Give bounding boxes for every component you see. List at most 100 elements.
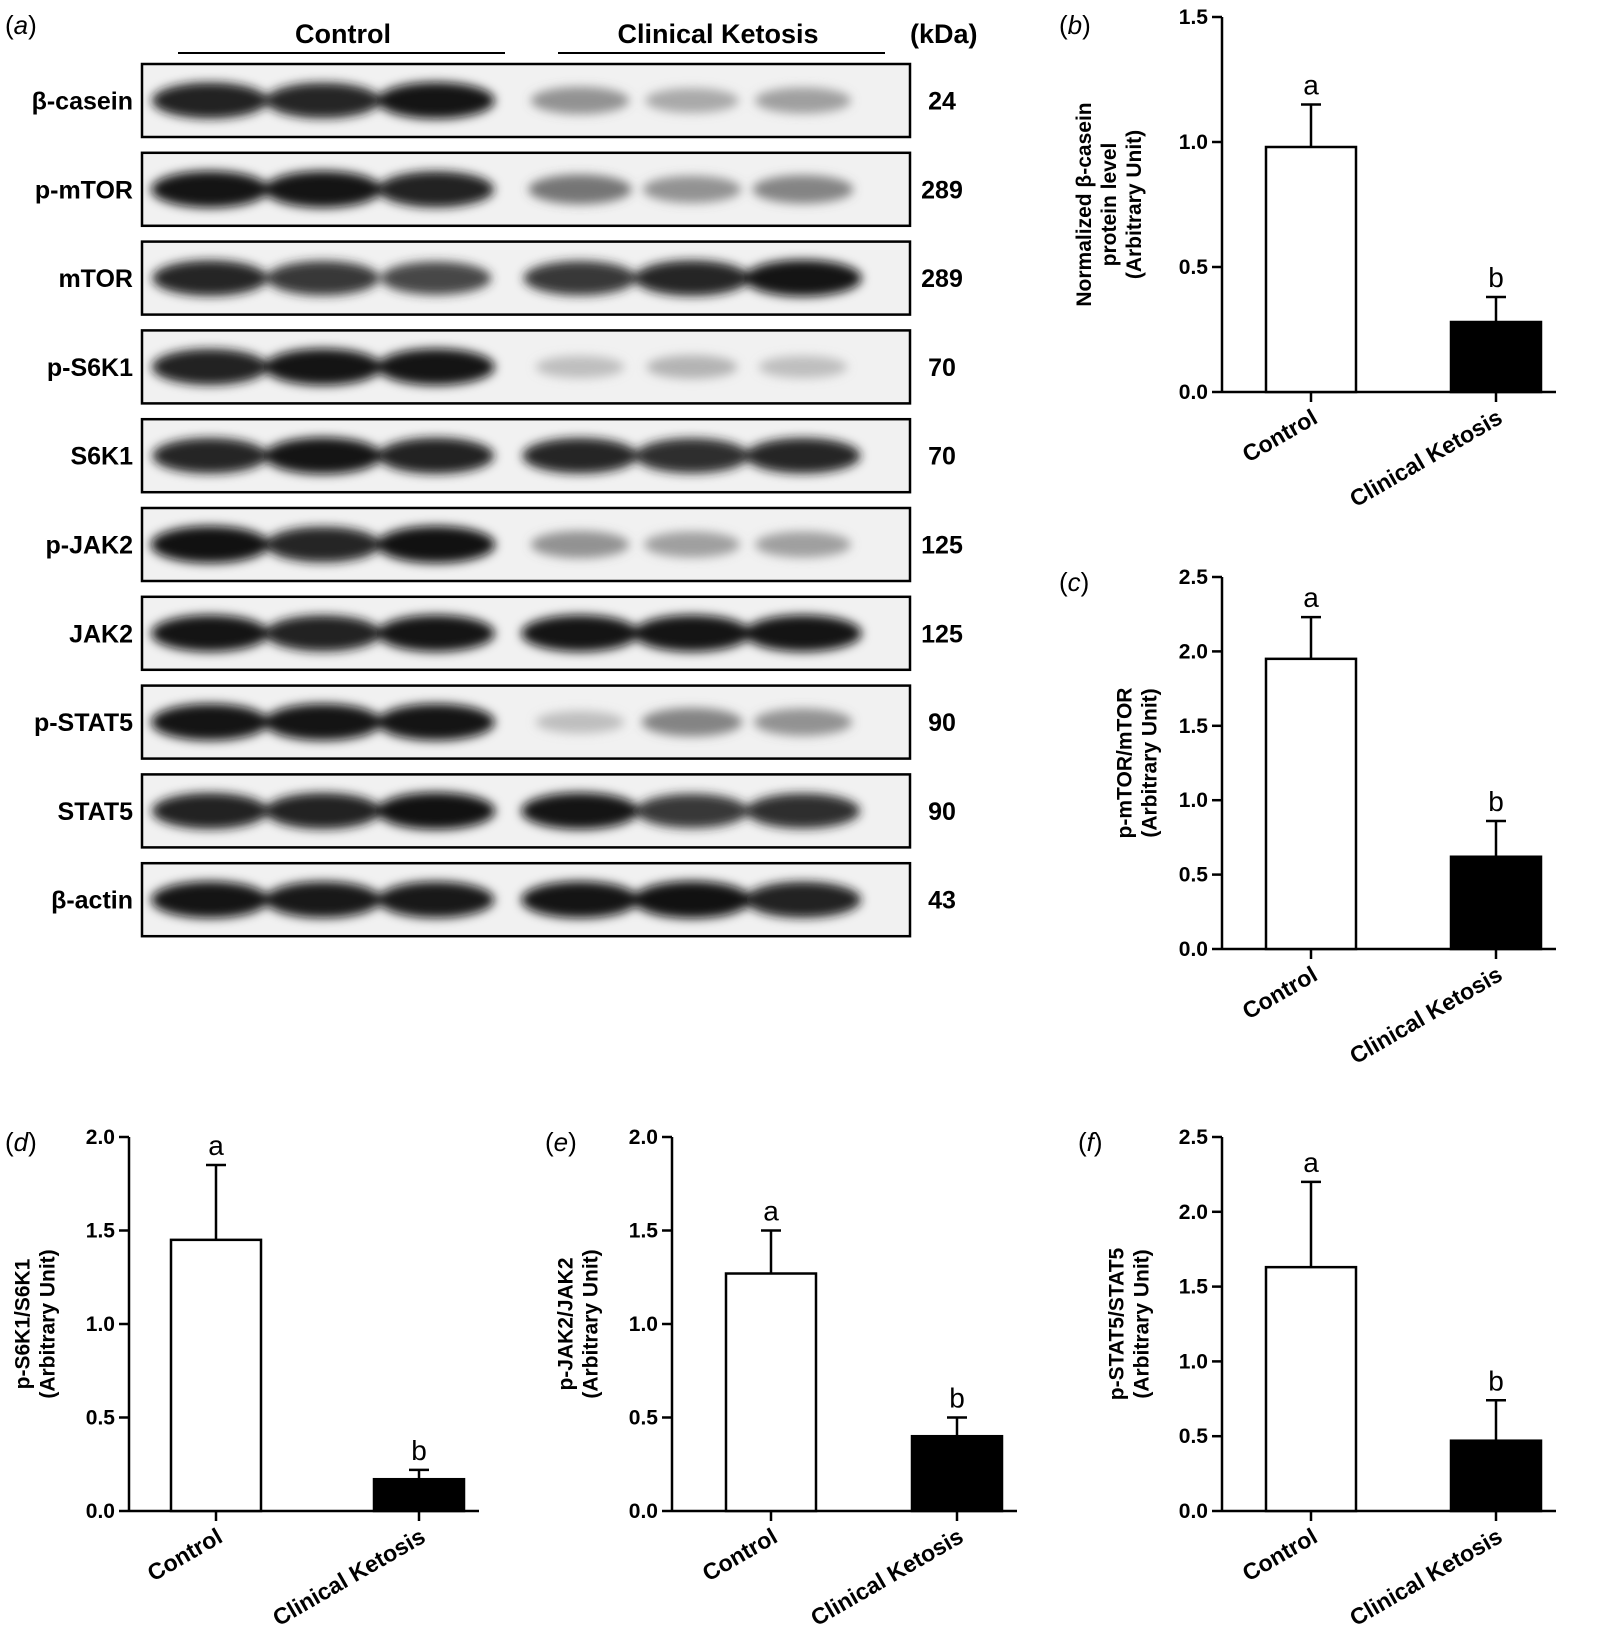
- y-tick-label: 0.0: [1179, 938, 1208, 961]
- kda-value: 125: [921, 532, 963, 560]
- x-tick-label: Control: [143, 1523, 227, 1586]
- chart-c: (c) 0.0 0.5 1.0 1.5 2.0 2.5 p-mTOR/mTOR (Arbitra…: [1059, 566, 1556, 1069]
- blot-band: [264, 792, 382, 829]
- protein-label: β-casein: [32, 88, 133, 116]
- blot-band: [633, 614, 751, 652]
- y-tick-label: 0.5: [1179, 256, 1209, 279]
- blot-band: [377, 614, 495, 652]
- blot-band: [521, 614, 639, 652]
- blot-band: [377, 881, 495, 918]
- blot-band: [744, 614, 862, 652]
- blot-band: [377, 82, 495, 119]
- blot-band: [265, 82, 381, 119]
- chart-e: (e) 0.0 0.5 1.0 1.5 2.0 p-JAK2/JAK2 (Arbitrary …: [545, 1126, 1017, 1631]
- bar: [372, 1477, 466, 1513]
- group-label-control: Control: [295, 19, 391, 49]
- bar: [1449, 1439, 1543, 1513]
- blot-band: [151, 792, 269, 829]
- y-tick-label: 1.0: [629, 1313, 658, 1336]
- blot-row: S6K1 70: [70, 417, 956, 494]
- panel-label: (d): [5, 1127, 37, 1157]
- y-axis-label: Normalized β-casein: [1073, 102, 1096, 306]
- significance-letter: a: [208, 1130, 224, 1161]
- blot-row: p-STAT5 90: [34, 684, 956, 760]
- bar: [1264, 1265, 1358, 1513]
- blot-row: JAK2 125: [69, 595, 963, 672]
- x-tick-label: Clinical Ketosis: [1345, 961, 1506, 1069]
- y-tick-label: 1.5: [629, 1220, 659, 1243]
- blot-bands: [150, 525, 851, 564]
- significance-letter: a: [1303, 70, 1319, 101]
- blot-band: [642, 175, 742, 203]
- blot-band: [377, 171, 495, 208]
- blot-band: [265, 526, 381, 563]
- bar: [1449, 320, 1543, 394]
- blot-band: [377, 348, 495, 386]
- blot-band: [152, 260, 268, 296]
- blot-band: [744, 259, 862, 297]
- blot-band: [521, 881, 639, 919]
- chart-d: (d) 0.0 0.5 1.0 1.5 2.0 p-S6K1/S6K1 (Arbitrary …: [5, 1126, 479, 1631]
- blot-band: [377, 437, 495, 474]
- kda-value: 90: [928, 798, 956, 826]
- y-tick-label: 0.0: [1179, 381, 1208, 404]
- blot-row: p-S6K1 70: [47, 329, 956, 405]
- blot-band: [755, 87, 851, 114]
- blot-band: [521, 792, 639, 830]
- y-axis-label: (Arbitrary Unit): [1131, 1249, 1154, 1398]
- y-tick-label: 1.5: [1179, 6, 1209, 29]
- blot-band: [151, 614, 269, 652]
- blot-band: [530, 530, 630, 559]
- blot-band: [535, 355, 625, 379]
- x-tick-label: Control: [1238, 404, 1322, 467]
- significance-letter: a: [763, 1196, 779, 1227]
- protein-label: p-STAT5: [34, 709, 133, 737]
- panel-label: (a): [5, 10, 37, 40]
- x-tick-label: Control: [1238, 961, 1322, 1024]
- blot-bands: [152, 259, 862, 297]
- blot-band: [752, 175, 854, 204]
- protein-label: p-JAK2: [45, 532, 133, 560]
- significance-letter: b: [949, 1383, 965, 1414]
- y-axis-label: p-S6K1/S6K1: [12, 1258, 35, 1389]
- y-axis-label: p-STAT5/STAT5: [1106, 1247, 1129, 1400]
- y-tick-label: 1.5: [1179, 715, 1209, 738]
- blot-band: [634, 260, 750, 296]
- blot-band: [635, 793, 749, 829]
- kda-value: 70: [928, 443, 956, 471]
- blot-band: [641, 707, 743, 737]
- blot-band: [151, 881, 269, 919]
- y-tick-label: 1.5: [1179, 1276, 1209, 1299]
- blot-row: β-actin 43: [51, 861, 956, 938]
- y-tick-label: 0.5: [86, 1407, 116, 1430]
- blot-band: [646, 355, 738, 379]
- x-tick-label: Clinical Ketosis: [806, 1523, 967, 1631]
- chart-f: (f) 0.0 0.5 1.0 1.5 2.0 2.5 p-STAT5/STAT5 (Arbit…: [1078, 1126, 1556, 1631]
- kda-unit-label: (kDa): [910, 19, 978, 49]
- blot-band: [376, 792, 496, 830]
- blot-band: [264, 615, 382, 652]
- blot-band: [266, 260, 380, 296]
- protein-label: β-actin: [51, 887, 133, 915]
- blot-band: [377, 703, 495, 741]
- panel-label: (c): [1059, 567, 1089, 597]
- y-tick-label: 0.5: [1179, 864, 1209, 887]
- y-tick-label: 2.0: [629, 1126, 658, 1149]
- x-tick-label: Control: [698, 1523, 782, 1586]
- significance-letter: b: [1488, 786, 1504, 817]
- blot-band: [522, 437, 638, 474]
- blot-band: [264, 170, 382, 208]
- blot-band: [151, 348, 269, 385]
- y-tick-label: 0.0: [86, 1500, 115, 1523]
- blot-band: [376, 525, 496, 564]
- blot-band: [632, 881, 752, 919]
- significance-letter: b: [1488, 262, 1504, 293]
- blot-band: [152, 437, 268, 474]
- x-tick-label: Clinical Ketosis: [268, 1523, 429, 1631]
- kda-value: 43: [928, 887, 956, 915]
- kda-value: 70: [928, 354, 956, 382]
- panel-label: (b): [1059, 10, 1091, 40]
- significance-letter: a: [1303, 582, 1319, 613]
- x-tick-label: Control: [1238, 1523, 1322, 1586]
- y-tick-label: 1.0: [1179, 131, 1208, 154]
